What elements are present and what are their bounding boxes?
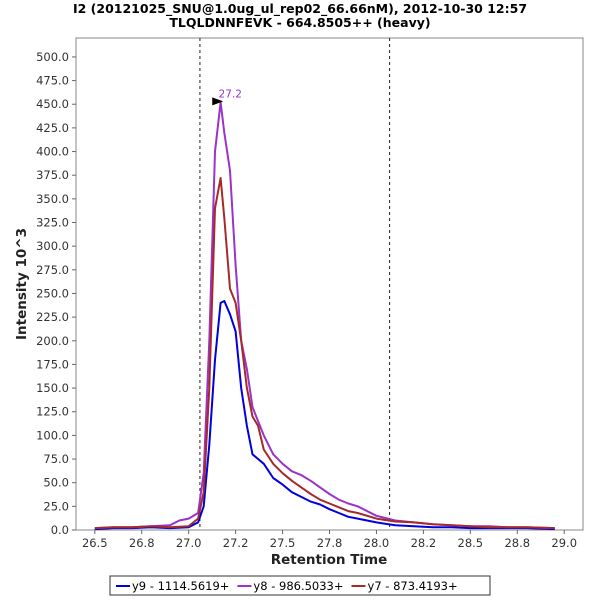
x-tick-label: 27.5 xyxy=(270,536,296,550)
chart-subtitle: TLQLDNNFEVK - 664.8505++ (heavy) xyxy=(169,15,430,30)
y-tick-label: 25.0 xyxy=(43,499,69,513)
peak-label: 27.2 xyxy=(219,88,242,100)
y-tick-label: 75.0 xyxy=(43,452,69,466)
x-tick-label: 28.8 xyxy=(504,536,530,550)
peak-annotation: 27.2 xyxy=(212,88,242,106)
y-tick-label: 450.0 xyxy=(36,97,69,111)
y-tick-label: 0.0 xyxy=(51,523,69,537)
x-axis: 26.5 26.8 27.0 27.2 27.5 27.8 28.0 28.2 28.5 28.8… xyxy=(82,530,577,550)
y-tick-label: 150.0 xyxy=(36,381,69,395)
y-tick-label: 325.0 xyxy=(36,216,69,230)
y-tick-label: 225.0 xyxy=(36,310,69,324)
series-line xyxy=(94,177,555,530)
y-tick-label: 500.0 xyxy=(36,50,69,64)
y-tick-label: 350.0 xyxy=(36,192,69,206)
y-tick-label: 100.0 xyxy=(36,428,69,442)
y-tick-label: 475.0 xyxy=(36,74,69,88)
x-tick-label: 27.8 xyxy=(317,536,343,550)
series-layer xyxy=(94,101,555,531)
y-tick-label: 250.0 xyxy=(36,286,69,300)
y-tick-label: 375.0 xyxy=(36,168,69,182)
x-tick-label: 28.2 xyxy=(411,536,437,550)
x-tick-label: 27.2 xyxy=(223,536,249,550)
legend-item-label: y8 - 986.5033+ xyxy=(253,579,343,593)
y-axis: 0.0 25.0 50.0 75.0 100.0 125.0 150.0 175.0 200.0… xyxy=(36,50,76,537)
chart-title: I2 (20121025_SNU@1.0ug_ul_rep02_66.66nM)… xyxy=(73,1,527,17)
y-tick-label: 275.0 xyxy=(36,263,69,277)
y-tick-label: 300.0 xyxy=(36,239,69,253)
x-tick-label: 26.5 xyxy=(82,536,108,550)
peak-arrow-icon xyxy=(212,97,224,106)
y-tick-label: 50.0 xyxy=(43,476,69,490)
y-tick-label: 425.0 xyxy=(36,121,69,135)
x-tick-label: 27.0 xyxy=(176,536,202,550)
x-tick-label: 29.0 xyxy=(551,536,577,550)
y-tick-label: 125.0 xyxy=(36,405,69,419)
x-tick-label: 28.0 xyxy=(364,536,390,550)
y-axis-label: Intensity 10^3 xyxy=(14,228,30,340)
legend-box xyxy=(109,575,491,596)
series-line xyxy=(94,300,555,531)
legend-item-label: y9 - 1114.5619+ xyxy=(132,579,229,593)
x-tick-label: 26.8 xyxy=(129,536,155,550)
y-tick-label: 400.0 xyxy=(36,145,69,159)
x-tick-label: 28.5 xyxy=(458,536,484,550)
retention-boundary-lines xyxy=(199,38,391,530)
legend: y9 - 1114.5619+ y8 - 986.5033+ y7 - 873.41… xyxy=(109,575,491,596)
legend-item-label: y7 - 873.4193+ xyxy=(368,579,458,593)
y-tick-label: 175.0 xyxy=(36,357,69,371)
y-tick-label: 200.0 xyxy=(36,334,69,348)
x-axis-label: Retention Time xyxy=(271,552,388,568)
